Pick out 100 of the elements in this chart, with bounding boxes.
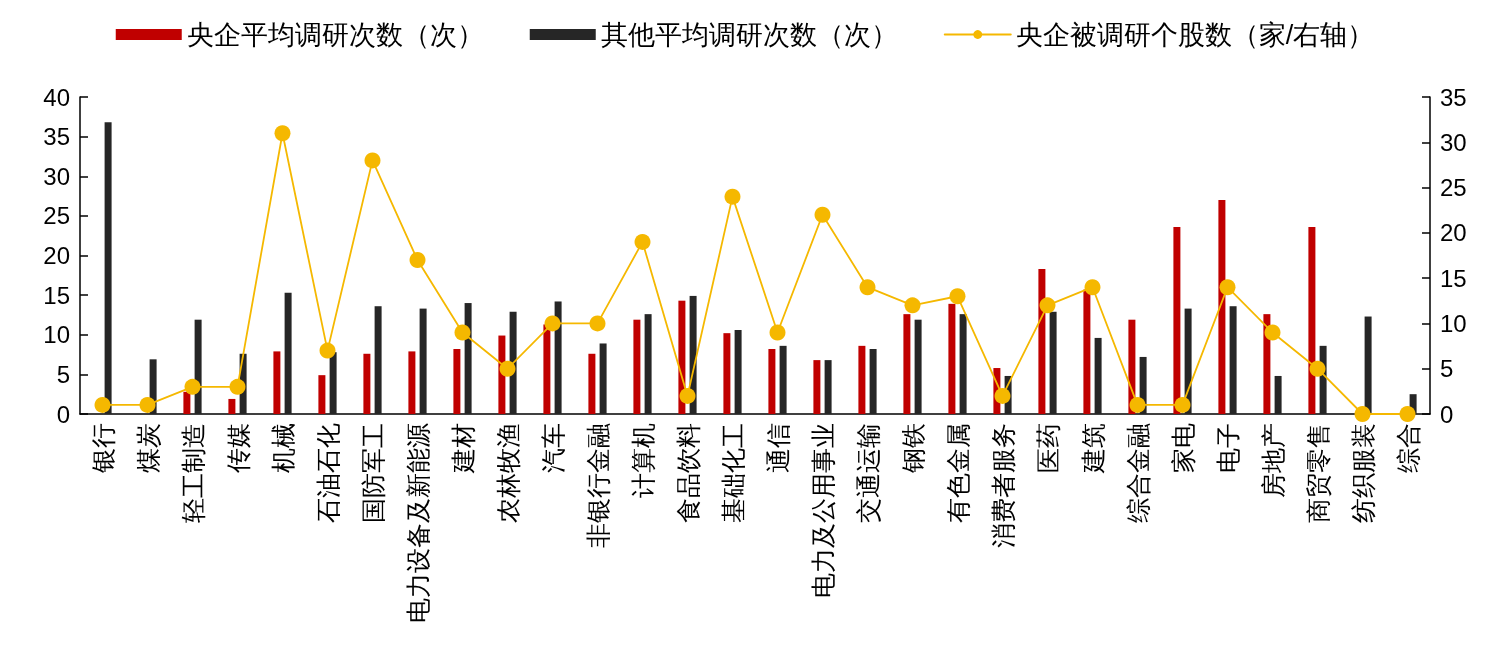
point xyxy=(994,387,1011,404)
x-tick-label: 通信 xyxy=(763,423,792,473)
x-tick-label: 有色金属 xyxy=(943,423,972,523)
bar xyxy=(363,353,371,414)
point xyxy=(139,396,156,413)
bar xyxy=(903,314,911,414)
bar xyxy=(858,345,866,414)
y-tick-label: 15 xyxy=(43,281,70,309)
point xyxy=(454,324,471,341)
bar xyxy=(914,319,922,414)
bar xyxy=(768,349,776,414)
bar xyxy=(599,343,607,414)
point xyxy=(1174,396,1191,413)
point xyxy=(1399,406,1416,422)
x-tick-label: 机械 xyxy=(268,423,297,473)
y2-tick-label: 5 xyxy=(1440,355,1454,383)
bar xyxy=(779,345,787,414)
x-tick-label: 电力及公用事业 xyxy=(808,423,837,598)
point xyxy=(679,387,696,404)
point xyxy=(94,396,111,413)
y2-tick-label: 30 xyxy=(1440,128,1467,156)
point xyxy=(634,233,651,250)
legend-label: 央企被调研个股数（家/右轴） xyxy=(1015,19,1375,50)
point xyxy=(229,378,246,395)
y-tick-label: 20 xyxy=(43,242,70,269)
point xyxy=(274,125,291,142)
point xyxy=(1219,279,1236,296)
bar xyxy=(408,351,416,414)
bar xyxy=(453,349,461,414)
y2-tick-label: 25 xyxy=(1440,174,1467,202)
x-tick-label: 轻工制造 xyxy=(178,423,207,523)
bar xyxy=(644,314,652,414)
point xyxy=(1309,360,1326,377)
point xyxy=(544,315,561,332)
point xyxy=(184,378,201,395)
bar xyxy=(464,303,472,414)
point xyxy=(1084,279,1101,296)
x-tick-label: 房地产 xyxy=(1258,423,1287,498)
bar xyxy=(1083,289,1091,414)
x-tick-label: 食品饮料 xyxy=(673,423,702,523)
x-tick-label: 家电 xyxy=(1168,423,1197,473)
point xyxy=(499,360,516,377)
bar xyxy=(183,391,191,414)
bar xyxy=(734,330,742,414)
point xyxy=(859,279,876,296)
point xyxy=(1354,406,1371,422)
bar xyxy=(228,398,236,414)
legend-label: 其他平均调研次数（次） xyxy=(600,19,898,50)
x-tick-label: 综合 xyxy=(1393,423,1422,473)
x-tick-label: 电子 xyxy=(1213,423,1242,473)
bar xyxy=(948,303,956,414)
point xyxy=(1264,324,1281,341)
y2-tick-label: 20 xyxy=(1440,219,1467,247)
bar xyxy=(419,308,427,414)
bar xyxy=(318,375,326,414)
point xyxy=(1129,396,1146,413)
y-tick-label: 30 xyxy=(43,162,70,190)
bar xyxy=(1038,268,1046,414)
bar xyxy=(543,324,551,414)
x-tick-label: 建筑 xyxy=(1078,423,1107,474)
bar xyxy=(633,319,641,414)
bar xyxy=(1364,316,1372,414)
y2-tick-label: 0 xyxy=(1440,400,1454,428)
bar xyxy=(1274,375,1282,414)
y2-tick-label: 35 xyxy=(1440,83,1467,111)
x-tick-label: 纺织服装 xyxy=(1348,423,1377,523)
x-tick-label: 综合金融 xyxy=(1123,423,1152,523)
x-tick-label: 建材 xyxy=(448,423,477,474)
x-tick-label: 煤炭 xyxy=(133,423,162,473)
point xyxy=(814,206,831,223)
bar xyxy=(273,351,281,414)
point xyxy=(1039,297,1056,314)
bar xyxy=(104,122,112,414)
point xyxy=(319,342,336,359)
bar xyxy=(1094,337,1102,414)
x-tick-label: 交通运输 xyxy=(853,423,882,523)
x-tick-label: 消费者服务 xyxy=(988,423,1017,548)
x-tick-label: 医药 xyxy=(1033,423,1062,473)
y-tick-label: 35 xyxy=(43,123,70,151)
point xyxy=(949,288,966,305)
x-tick-label: 商贸零售 xyxy=(1303,423,1332,523)
bar xyxy=(1049,311,1057,414)
y-tick-label: 40 xyxy=(43,83,70,111)
y-tick-label: 5 xyxy=(56,360,70,388)
bar xyxy=(329,352,337,414)
x-tick-label: 电力设备及新能源 xyxy=(403,423,432,623)
bar xyxy=(284,292,292,414)
bar xyxy=(1229,306,1237,414)
x-tick-label: 非银行金融 xyxy=(583,423,612,548)
bar xyxy=(1218,200,1226,414)
bar xyxy=(813,360,821,414)
x-tick-label: 农林牧渔 xyxy=(493,423,522,523)
bar xyxy=(554,301,562,414)
bar xyxy=(1308,226,1316,414)
bar xyxy=(509,311,517,414)
y2-tick-label: 10 xyxy=(1440,309,1467,337)
bar xyxy=(959,314,967,414)
x-tick-label: 计算机 xyxy=(628,423,657,498)
x-tick-label: 传媒 xyxy=(223,423,252,473)
bar xyxy=(1173,226,1181,414)
